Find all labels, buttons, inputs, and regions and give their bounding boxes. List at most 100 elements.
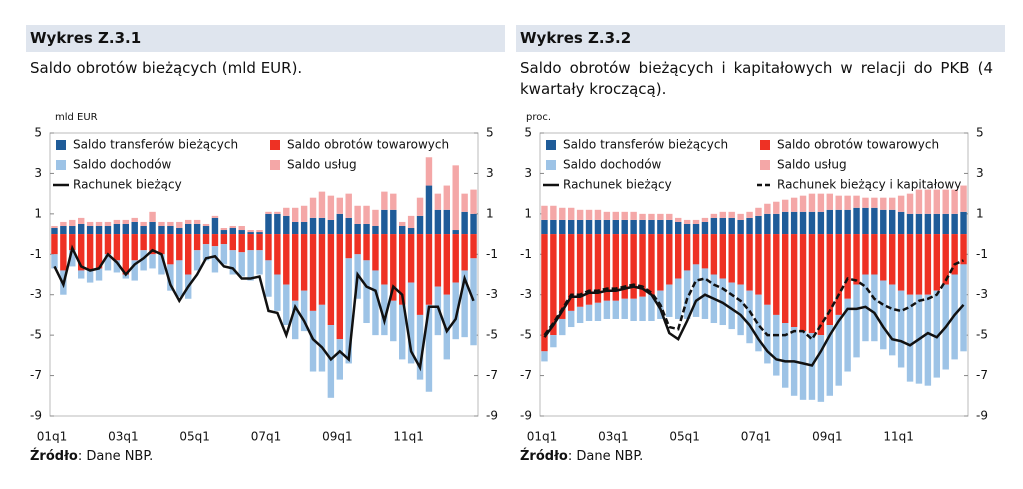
bar-segment — [621, 298, 628, 319]
bar-segment — [862, 234, 869, 275]
bar-segment — [407, 234, 415, 283]
bar-segment — [407, 228, 415, 235]
bar-segment — [764, 234, 771, 305]
y-tick-label-right: 1 — [486, 206, 494, 220]
bar-segment — [888, 284, 896, 356]
bar-segment — [443, 294, 451, 360]
bar-segment — [211, 217, 219, 235]
bar-segment — [318, 304, 326, 372]
bar-segment — [862, 197, 869, 208]
bar-segment — [639, 219, 646, 235]
bar-segment — [719, 217, 727, 235]
bar-segment — [265, 213, 272, 235]
bar-segment — [781, 234, 789, 324]
y-tick-label-right: -3 — [486, 287, 498, 301]
bar-segment — [158, 254, 165, 275]
bar-segment — [773, 201, 780, 214]
bar-segment — [69, 225, 76, 235]
bar-segment — [844, 234, 851, 299]
bar-segment — [621, 211, 628, 220]
bar-segment — [354, 205, 361, 224]
bar-segment — [309, 197, 317, 218]
bar-segment — [247, 232, 254, 235]
bar-segment — [674, 221, 682, 235]
bar-segment — [701, 234, 709, 269]
bar-segment — [176, 234, 183, 261]
bar-segment — [149, 221, 156, 235]
bar-segment — [390, 209, 397, 235]
bar-segment — [390, 193, 397, 210]
y-tick-label: -9 — [30, 409, 42, 423]
bar-segment — [603, 219, 611, 235]
bar-segment — [692, 234, 700, 265]
bar-segment — [933, 234, 941, 291]
bar-segment — [220, 234, 228, 245]
bar-segment — [184, 223, 192, 235]
bar-segment — [336, 197, 344, 214]
x-tick-label: 07q1 — [251, 430, 282, 444]
bar-segment — [630, 298, 637, 321]
bar-segment — [416, 234, 424, 315]
y-tick-label-right: -3 — [976, 287, 988, 301]
bar-segment — [835, 234, 842, 315]
bar-segment — [666, 234, 673, 285]
bar-segment — [880, 197, 887, 210]
legend-swatch — [546, 140, 556, 150]
bar-segment — [692, 219, 700, 224]
bar-segment — [612, 300, 620, 319]
bar-segment — [131, 217, 138, 222]
bar-segment — [390, 234, 397, 301]
bar-segment — [256, 234, 263, 251]
bar-segment — [416, 314, 424, 380]
bar-segment — [202, 244, 210, 261]
bar-segment — [888, 234, 896, 285]
bar-segment — [880, 280, 887, 350]
bar-segment — [122, 223, 130, 235]
legend-swatch — [546, 160, 556, 170]
bar-segment — [113, 234, 121, 261]
x-tick-label: 07q1 — [741, 430, 772, 444]
y-tick-label: -3 — [520, 287, 532, 301]
bar-segment — [550, 234, 557, 336]
bar-segment — [167, 221, 174, 226]
bar-segment — [906, 234, 914, 295]
plot-frame — [539, 132, 969, 417]
legend-label: Saldo transferów bieżących — [563, 138, 728, 152]
bar-segment — [86, 234, 94, 271]
bar-segment — [461, 211, 468, 235]
bar-segment — [167, 234, 174, 265]
bar-segment — [826, 234, 834, 326]
bar-segment — [184, 234, 192, 275]
bar-segment — [639, 296, 646, 321]
bar-segment — [95, 225, 103, 235]
bar-segment — [746, 211, 753, 218]
bar-segment — [372, 270, 379, 336]
chart-label: Wykres Z.3.2 — [516, 25, 1005, 52]
bar-segment — [381, 209, 388, 235]
bar-segment — [826, 209, 834, 235]
bar-segment — [942, 234, 949, 285]
bar-segment — [470, 189, 477, 214]
bar-segment — [924, 294, 932, 386]
x-tick-label: 11q1 — [883, 430, 914, 444]
bar-segment — [933, 189, 941, 214]
bar-segment — [274, 213, 281, 235]
bar-segment — [871, 207, 878, 235]
bar-segment — [381, 191, 388, 210]
bar-segment — [345, 193, 352, 218]
legend-label: Saldo dochodów — [563, 158, 662, 172]
bar-segment — [576, 219, 584, 235]
bar-segment — [666, 284, 673, 317]
y-tick-label-right: -1 — [486, 247, 498, 261]
bar-segment — [808, 234, 816, 334]
bar-segment — [612, 234, 620, 301]
unit-label: mld EUR — [55, 112, 98, 123]
bar-segment — [113, 219, 121, 224]
bar-segment — [372, 225, 379, 235]
bar-segment — [799, 195, 807, 212]
bar-segment — [612, 219, 620, 235]
bar-segment — [755, 207, 762, 216]
bar-segment — [897, 195, 905, 212]
bar-segment — [265, 211, 272, 214]
bar-segment — [951, 213, 958, 235]
